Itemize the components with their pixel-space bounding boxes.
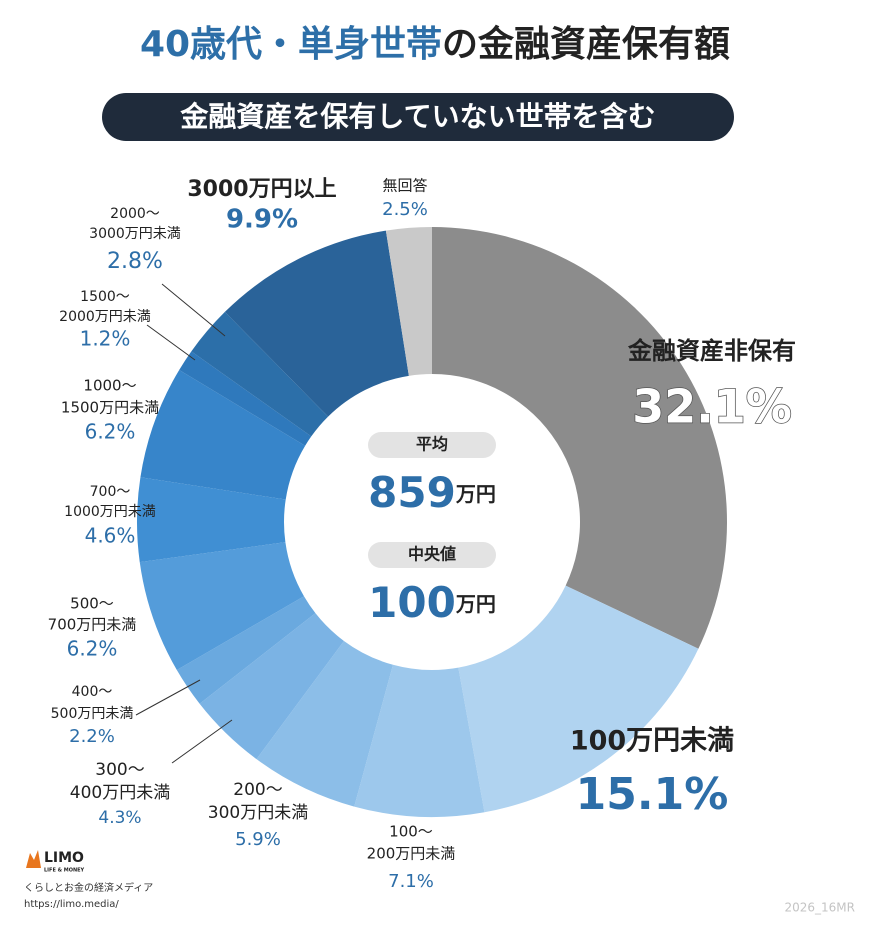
category-label: 700〜 xyxy=(90,484,131,500)
value-label: 32.1% xyxy=(632,380,792,434)
logo-icon xyxy=(26,850,41,868)
category-label: 1000〜 xyxy=(83,377,136,395)
category-label: 400〜 xyxy=(72,684,113,700)
center-number: 100 xyxy=(368,578,456,627)
value-label: 1.2% xyxy=(80,327,131,351)
center-unit: 万円 xyxy=(455,482,496,506)
center-pill xyxy=(368,432,496,458)
subtitle-pill xyxy=(102,93,734,141)
category-label: 300万円未満 xyxy=(208,803,308,823)
slice xyxy=(256,640,393,807)
slice xyxy=(432,227,727,649)
value-label: 2.8% xyxy=(107,249,163,274)
category-label: 1500万円未満 xyxy=(61,399,159,417)
slice xyxy=(385,227,432,376)
center-value: 859万円 xyxy=(368,468,496,517)
chart-title: 40歳代・単身世帯の金融資産保有額 xyxy=(140,23,730,65)
value-label: 7.1% xyxy=(388,871,434,892)
slice xyxy=(176,596,316,704)
center-number: 859 xyxy=(368,468,456,517)
category-label: 200万円未満 xyxy=(367,845,456,863)
url: https://limo.media/ xyxy=(24,899,119,910)
center-unit: 万円 xyxy=(455,592,496,616)
category-label: 3000万円未満 xyxy=(89,226,181,242)
category-label: 500万円未満 xyxy=(51,706,134,722)
slice xyxy=(191,311,329,437)
value-label: 5.9% xyxy=(235,829,281,850)
slice xyxy=(458,585,699,813)
category-label: 2000万円未満 xyxy=(59,309,151,325)
slice xyxy=(354,664,485,817)
slice xyxy=(139,542,304,671)
category-label: 200〜 xyxy=(233,780,282,800)
slice xyxy=(199,613,344,760)
code: 2026_16MR xyxy=(785,901,856,915)
slice xyxy=(136,477,286,563)
brand-sub: LIFE & MONEY xyxy=(44,868,85,874)
category-label: 金融資産非保有 xyxy=(627,337,796,365)
category-label: 1000万円未満 xyxy=(64,504,156,520)
value-label: 4.3% xyxy=(98,808,141,828)
center-label: 平均 xyxy=(416,435,448,454)
category-label: 100万円未満 xyxy=(570,726,734,757)
brand: LIMO xyxy=(44,850,84,866)
leader-line xyxy=(171,719,233,764)
leader-line xyxy=(135,679,201,716)
category-label: 1500〜 xyxy=(80,289,130,305)
category-label: 3000万円以上 xyxy=(187,177,336,202)
category-label: 2000〜 xyxy=(110,206,160,222)
subtitle: 金融資産を保有していない世帯を含む xyxy=(179,100,655,133)
category-label: 700万円未満 xyxy=(48,616,137,634)
category-label: 400万円未満 xyxy=(70,783,170,803)
footer: LIMO LIFE & MONEY くらしとお金の経済メディア https://… xyxy=(24,850,855,915)
center-value: 100万円 xyxy=(368,578,496,627)
value-label: 6.2% xyxy=(85,420,136,444)
tagline: くらしとお金の経済メディア xyxy=(24,881,153,894)
title-highlight: 40歳代・単身世帯 xyxy=(140,24,442,65)
value-label: 2.5% xyxy=(382,199,428,220)
slice xyxy=(224,230,409,417)
category-label: 300〜 xyxy=(95,760,144,780)
value-label: 4.6% xyxy=(85,524,136,548)
value-label: 2.2% xyxy=(69,726,115,747)
category-label: 100〜 xyxy=(389,823,433,841)
leader-line xyxy=(161,283,226,337)
value-label: 9.9% xyxy=(226,205,298,235)
leader-line xyxy=(146,324,196,361)
value-label: 15.1% xyxy=(576,769,729,820)
slice xyxy=(140,369,306,500)
center-label: 中央値 xyxy=(408,545,456,564)
slice xyxy=(179,351,312,446)
category-label: 500〜 xyxy=(70,595,114,613)
category-label: 無回答 xyxy=(382,177,427,195)
value-label: 6.2% xyxy=(67,637,118,661)
title-rest: の金融資産保有額 xyxy=(442,23,730,65)
center-pill xyxy=(368,542,496,568)
